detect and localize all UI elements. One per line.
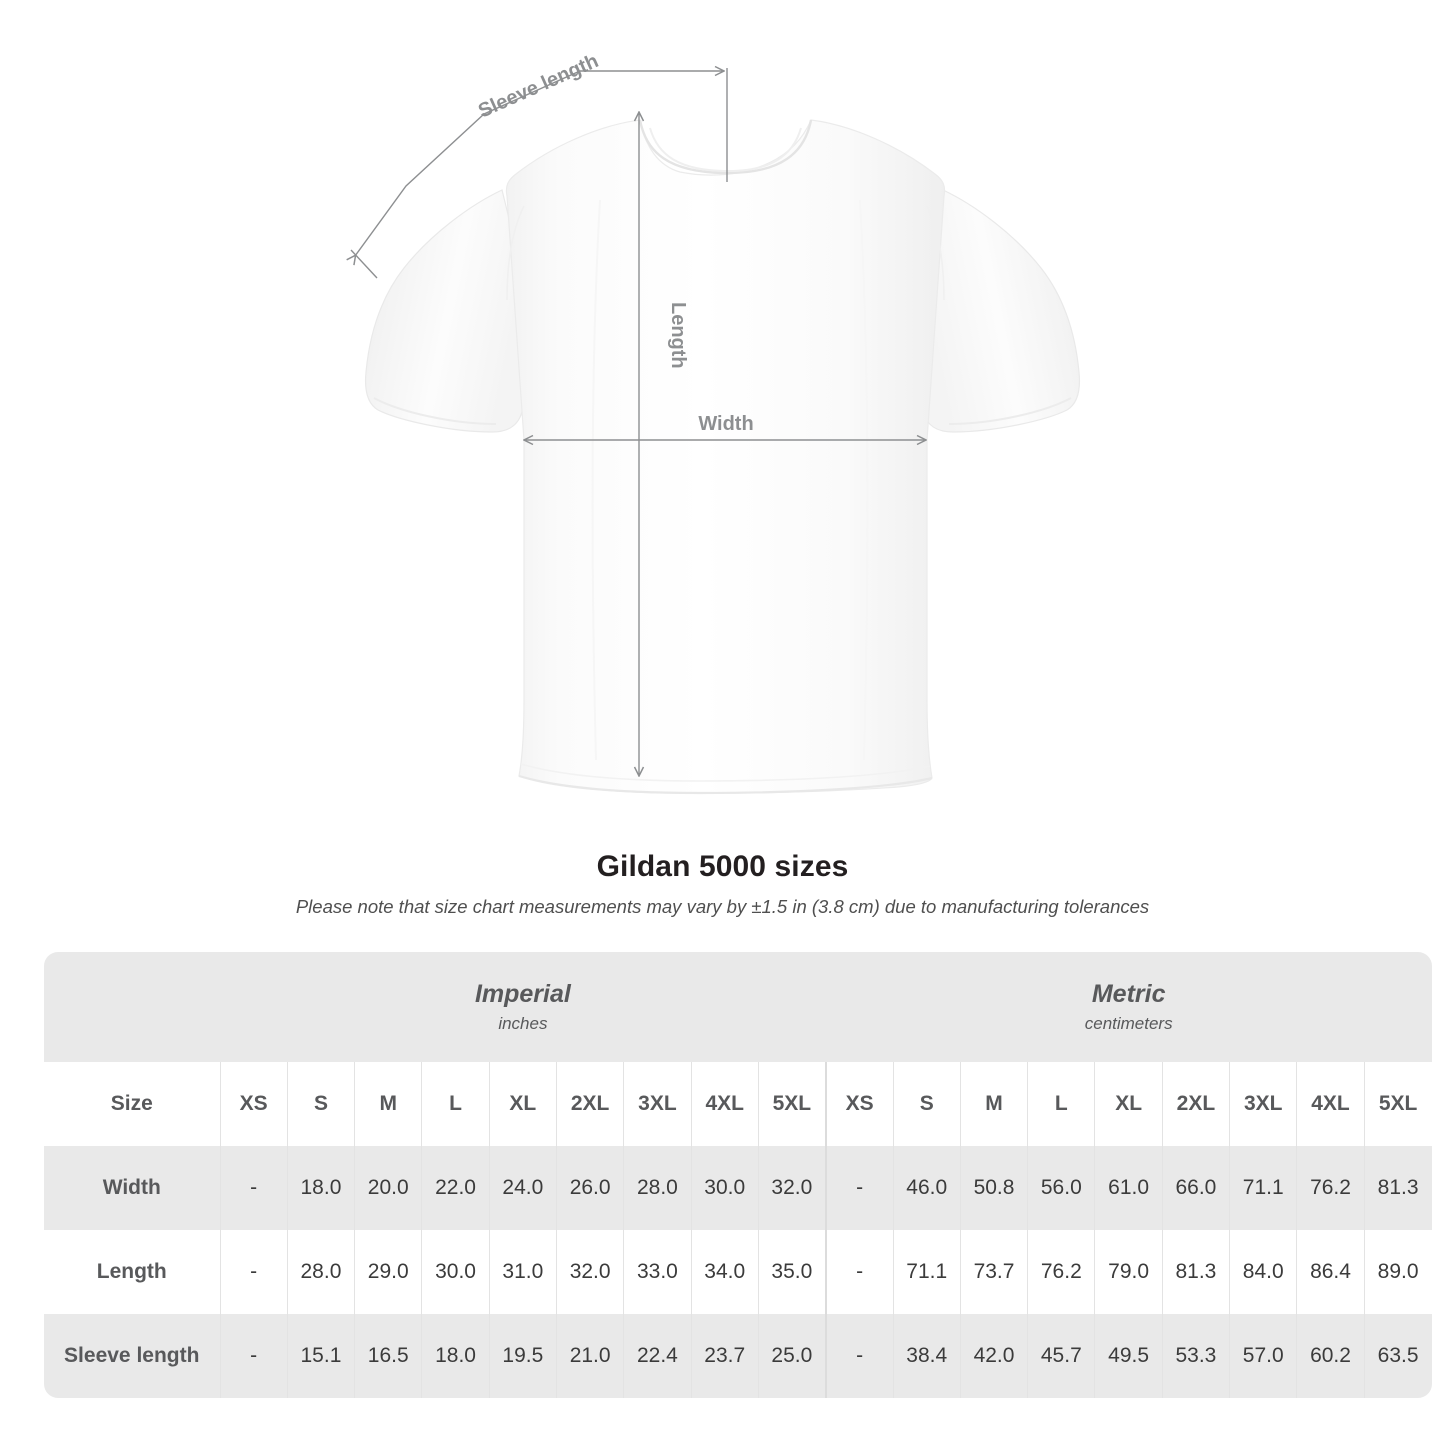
size-header-metric-3xl: 3XL bbox=[1229, 1062, 1297, 1146]
cell-metric: 89.0 bbox=[1363, 1230, 1432, 1314]
tshirt-illustration: Sleeve length Length Width bbox=[0, 50, 1081, 795]
size-header-imperial-3xl: 3XL bbox=[623, 1062, 692, 1146]
cell-metric: 79.0 bbox=[1094, 1230, 1163, 1314]
cell-metric: 45.7 bbox=[1027, 1314, 1095, 1398]
size-header-metric-2xl: 2XL bbox=[1161, 1062, 1230, 1146]
cell-imperial: 21.0 bbox=[555, 1314, 624, 1398]
tolerance-note: Please note that size chart measurements… bbox=[295, 896, 1150, 917]
group-header-spacer bbox=[44, 952, 220, 1062]
width-annotation: Width bbox=[525, 413, 925, 440]
size-chart-table: Imperial inches Metric centimeters Size XS S M L… bbox=[44, 952, 1432, 1398]
size-header-metric-xs: XS bbox=[824, 1062, 894, 1146]
size-chart-container: Imperial inches Metric centimeters Size XS S M L… bbox=[44, 952, 1432, 1398]
cell-imperial: 34.0 bbox=[690, 1230, 759, 1314]
cell-imperial: 19.5 bbox=[488, 1314, 557, 1398]
row-label: Sleeve length bbox=[44, 1314, 220, 1398]
cell-metric: 60.2 bbox=[1296, 1314, 1365, 1398]
cell-metric: - bbox=[824, 1230, 894, 1314]
cell-imperial: - bbox=[219, 1146, 288, 1230]
cell-metric: 49.5 bbox=[1094, 1314, 1163, 1398]
size-header-imperial-l: L bbox=[421, 1062, 490, 1146]
size-header-metric-s: S bbox=[892, 1062, 961, 1146]
cell-imperial: 32.0 bbox=[757, 1146, 826, 1230]
cell-imperial: 22.4 bbox=[623, 1314, 692, 1398]
length-label: Length bbox=[667, 302, 689, 369]
cell-imperial: 28.0 bbox=[623, 1146, 692, 1230]
cell-metric: 71.1 bbox=[892, 1230, 961, 1314]
size-header-metric-l: L bbox=[1027, 1062, 1095, 1146]
page-title: Gildan 5000 sizes bbox=[596, 850, 849, 883]
cell-imperial: 22.0 bbox=[421, 1146, 490, 1230]
cell-metric: 86.4 bbox=[1296, 1230, 1365, 1314]
cell-metric: 81.3 bbox=[1363, 1146, 1432, 1230]
sleeve-length-label: Sleeve length bbox=[475, 50, 602, 123]
width-label: Width bbox=[698, 413, 753, 435]
cell-imperial: 25.0 bbox=[757, 1314, 826, 1398]
group-header-row: Imperial inches Metric centimeters bbox=[44, 952, 1432, 1062]
size-header-imperial-xl: XL bbox=[488, 1062, 557, 1146]
cell-imperial: 24.0 bbox=[488, 1146, 557, 1230]
table-row: Sleeve length -15.1 16.5 18.0 19.5 21.0 22.4 23… bbox=[44, 1314, 1432, 1398]
cell-imperial: 31.0 bbox=[488, 1230, 557, 1314]
cell-imperial: 23.7 bbox=[690, 1314, 759, 1398]
cell-metric: 73.7 bbox=[959, 1230, 1028, 1314]
group-title: Metric bbox=[1091, 979, 1166, 1008]
cell-metric: 53.3 bbox=[1161, 1314, 1230, 1398]
cell-metric: - bbox=[824, 1314, 894, 1398]
size-header-imperial-4xl: 4XL bbox=[690, 1062, 759, 1146]
group-unit: inches bbox=[498, 1014, 548, 1034]
size-header-imperial-2xl: 2XL bbox=[555, 1062, 624, 1146]
cell-metric: 81.3 bbox=[1161, 1230, 1230, 1314]
cell-metric: 63.5 bbox=[1363, 1314, 1432, 1398]
cell-imperial: 15.1 bbox=[286, 1314, 355, 1398]
cell-metric: 84.0 bbox=[1229, 1230, 1297, 1314]
cell-imperial: 20.0 bbox=[354, 1146, 422, 1230]
cell-metric: 61.0 bbox=[1094, 1146, 1163, 1230]
cell-imperial: 29.0 bbox=[354, 1230, 422, 1314]
cell-imperial: 28.0 bbox=[286, 1230, 355, 1314]
cell-metric: 50.8 bbox=[959, 1146, 1028, 1230]
group-header-metric: Metric centimeters bbox=[825, 952, 1432, 1062]
cell-imperial: 18.0 bbox=[421, 1314, 490, 1398]
cell-metric: 71.1 bbox=[1229, 1146, 1297, 1230]
size-header-metric-4xl: 4XL bbox=[1296, 1062, 1365, 1146]
cell-metric: 38.4 bbox=[892, 1314, 961, 1398]
size-header-imperial-5xl: 5XL bbox=[757, 1062, 826, 1146]
cell-imperial: 26.0 bbox=[555, 1146, 624, 1230]
cell-metric: 76.2 bbox=[1027, 1230, 1095, 1314]
cell-imperial: 30.0 bbox=[690, 1146, 759, 1230]
group-title: Imperial bbox=[474, 979, 571, 1008]
size-header-imperial-s: S bbox=[286, 1062, 355, 1146]
cell-imperial: 35.0 bbox=[757, 1230, 826, 1314]
shirt-body-shape bbox=[364, 119, 1081, 795]
table-row: Width -18.0 20.0 22.0 24.0 26.0 28.0 30.0 32.0-4… bbox=[44, 1146, 1432, 1230]
cell-metric: 76.2 bbox=[1296, 1146, 1365, 1230]
size-header-row: Size XS S M L XL 2XL 3XL 4XL 5XL XS S M L XL 2XL 3XL 4XL 5… bbox=[44, 1062, 1432, 1146]
cell-imperial: 33.0 bbox=[623, 1230, 692, 1314]
size-header-label: Size bbox=[44, 1062, 220, 1146]
cell-metric: - bbox=[824, 1146, 894, 1230]
row-label: Width bbox=[44, 1146, 220, 1230]
size-header-metric-5xl: 5XL bbox=[1363, 1062, 1432, 1146]
group-unit: centimeters bbox=[1084, 1014, 1173, 1034]
cell-imperial: - bbox=[219, 1314, 288, 1398]
cell-imperial: 30.0 bbox=[421, 1230, 490, 1314]
cell-metric: 42.0 bbox=[959, 1314, 1028, 1398]
table-row: Length -28.0 29.0 30.0 31.0 32.0 33.0 34.0 35.0-… bbox=[44, 1230, 1432, 1314]
size-header-imperial-xs: XS bbox=[219, 1062, 288, 1146]
group-header-imperial: Imperial inches bbox=[220, 952, 826, 1062]
row-label: Length bbox=[44, 1230, 220, 1314]
tshirt-diagram: Sleeve length Length Width bbox=[0, 50, 1081, 795]
size-header-metric-xl: XL bbox=[1094, 1062, 1163, 1146]
cell-metric: 57.0 bbox=[1229, 1314, 1297, 1398]
cell-imperial: 32.0 bbox=[555, 1230, 624, 1314]
cell-metric: 56.0 bbox=[1027, 1146, 1095, 1230]
size-header-imperial-m: M bbox=[354, 1062, 422, 1146]
cell-metric: 66.0 bbox=[1161, 1146, 1230, 1230]
cell-metric: 46.0 bbox=[892, 1146, 961, 1230]
size-header-metric-m: M bbox=[959, 1062, 1028, 1146]
cell-imperial: - bbox=[219, 1230, 288, 1314]
cell-imperial: 16.5 bbox=[354, 1314, 422, 1398]
cell-imperial: 18.0 bbox=[286, 1146, 355, 1230]
